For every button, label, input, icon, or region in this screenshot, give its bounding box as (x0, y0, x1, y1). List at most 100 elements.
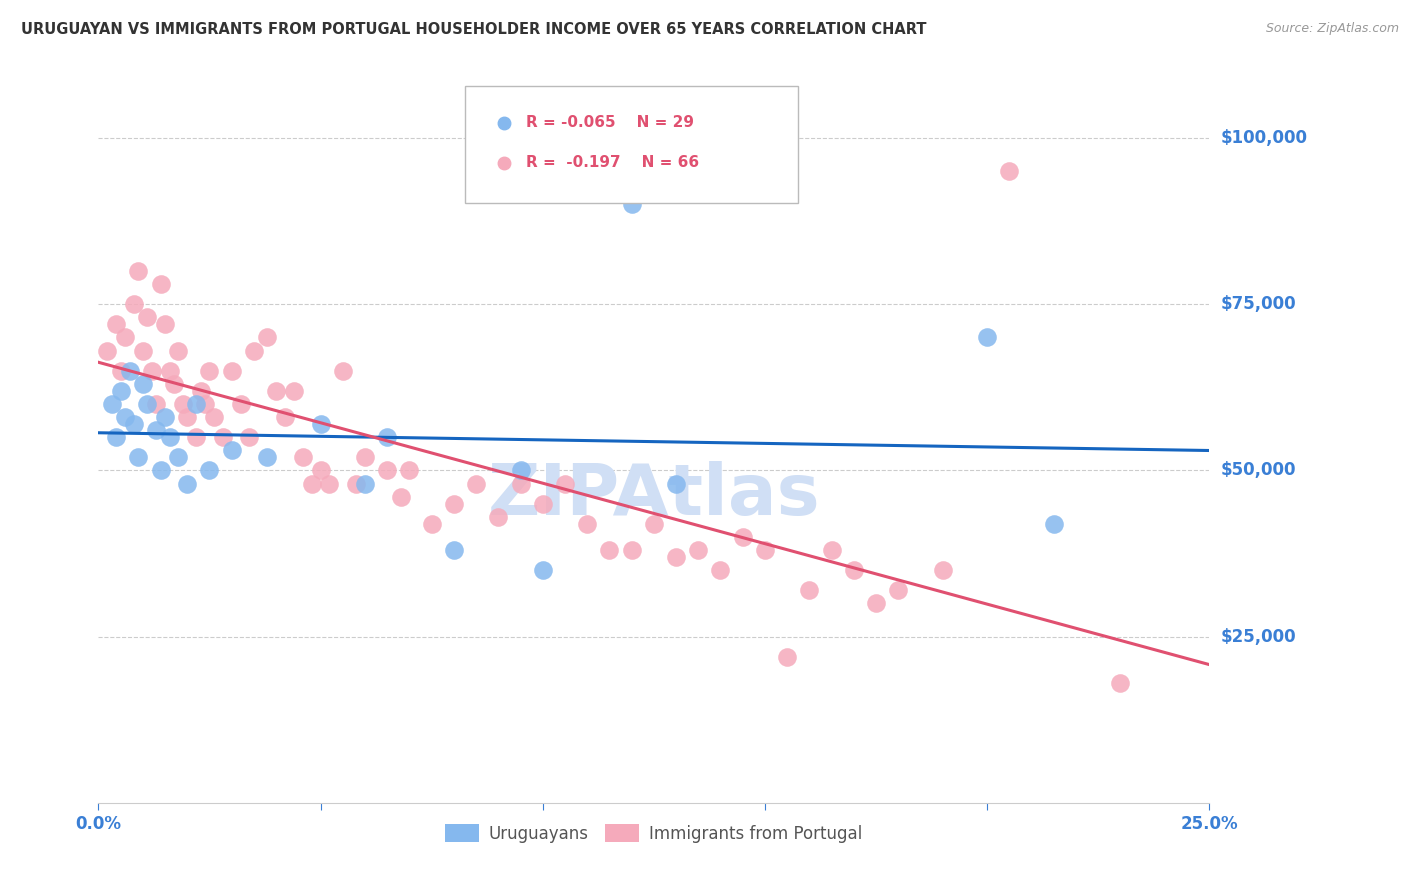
Point (110, 384, 132, 398)
Point (198, 463, 221, 477)
Point (398, 463, 420, 477)
Point (598, 543, 620, 558)
Point (105, 430, 128, 444)
Text: ZIPAtlas: ZIPAtlas (488, 461, 820, 530)
Point (1042, 516, 1064, 531)
Text: R = -0.065    N = 29: R = -0.065 N = 29 (526, 115, 695, 130)
Point (842, 563, 865, 577)
Text: R =  -0.197    N = 66: R = -0.197 N = 66 (526, 155, 699, 170)
Point (264, 384, 287, 398)
Point (198, 363, 221, 377)
Text: $25,000: $25,000 (1220, 628, 1296, 646)
Point (114, 410, 136, 425)
Point (688, 543, 710, 558)
Point (96, 343, 118, 358)
Point (665, 549, 688, 564)
Point (110, 363, 132, 377)
Point (136, 397, 159, 411)
Point (1109, 676, 1132, 690)
Point (998, 164, 1021, 178)
Point (229, 397, 252, 411)
Text: $100,000: $100,000 (1220, 128, 1308, 147)
Point (283, 384, 305, 398)
Point (153, 317, 176, 331)
Text: $75,000: $75,000 (1220, 295, 1296, 313)
Point (576, 516, 599, 531)
Point (141, 363, 163, 377)
Legend: Uruguayans, Immigrants from Portugal: Uruguayans, Immigrants from Portugal (439, 818, 869, 849)
Point (531, 497, 554, 511)
Point (176, 476, 198, 491)
Point (554, 476, 576, 491)
Point (163, 376, 186, 391)
Point (465, 476, 488, 491)
Point (172, 397, 194, 411)
Point (776, 649, 799, 664)
Point (153, 410, 176, 425)
Point (211, 430, 233, 444)
Point (332, 363, 354, 377)
Point (620, 197, 643, 211)
Point (149, 277, 172, 292)
Point (443, 497, 465, 511)
Point (127, 264, 149, 278)
Point (309, 463, 332, 477)
Point (291, 450, 314, 464)
Point (194, 397, 217, 411)
Point (243, 343, 266, 358)
Point (309, 417, 332, 431)
Point (709, 563, 731, 577)
Point (531, 563, 554, 577)
Point (145, 424, 167, 438)
Point (354, 450, 377, 464)
Point (118, 363, 141, 377)
Point (132, 376, 155, 391)
Text: Source: ZipAtlas.com: Source: ZipAtlas.com (1265, 22, 1399, 36)
Point (122, 297, 145, 311)
Point (731, 530, 754, 544)
Point (132, 343, 155, 358)
Point (176, 410, 198, 425)
Point (486, 509, 509, 524)
Point (114, 330, 136, 344)
Point (274, 410, 297, 425)
Point (509, 463, 531, 477)
Point (799, 582, 821, 597)
Point (318, 476, 340, 491)
Point (420, 516, 443, 531)
Point (221, 363, 243, 377)
Point (931, 563, 953, 577)
Point (238, 430, 260, 444)
Point (127, 450, 149, 464)
Point (221, 443, 243, 458)
Point (865, 596, 887, 610)
Point (186, 397, 208, 411)
Point (256, 330, 278, 344)
Point (820, 543, 842, 558)
Point (389, 490, 412, 504)
Point (145, 397, 167, 411)
Point (202, 410, 225, 425)
FancyBboxPatch shape (465, 86, 799, 203)
Point (620, 543, 643, 558)
Point (190, 384, 212, 398)
Point (122, 417, 145, 431)
Point (375, 463, 398, 477)
Point (344, 476, 367, 491)
Point (665, 476, 688, 491)
Point (301, 476, 323, 491)
Point (754, 543, 776, 558)
Point (136, 310, 159, 325)
Point (159, 430, 181, 444)
Point (186, 430, 208, 444)
Point (167, 343, 190, 358)
Point (643, 516, 665, 531)
Point (887, 582, 910, 597)
Text: URUGUAYAN VS IMMIGRANTS FROM PORTUGAL HOUSEHOLDER INCOME OVER 65 YEARS CORRELATI: URUGUAYAN VS IMMIGRANTS FROM PORTUGAL HO… (21, 22, 927, 37)
Text: $50,000: $50,000 (1220, 461, 1296, 479)
Point (100, 397, 122, 411)
Point (105, 317, 128, 331)
Point (354, 476, 377, 491)
Point (159, 363, 181, 377)
Point (976, 330, 998, 344)
